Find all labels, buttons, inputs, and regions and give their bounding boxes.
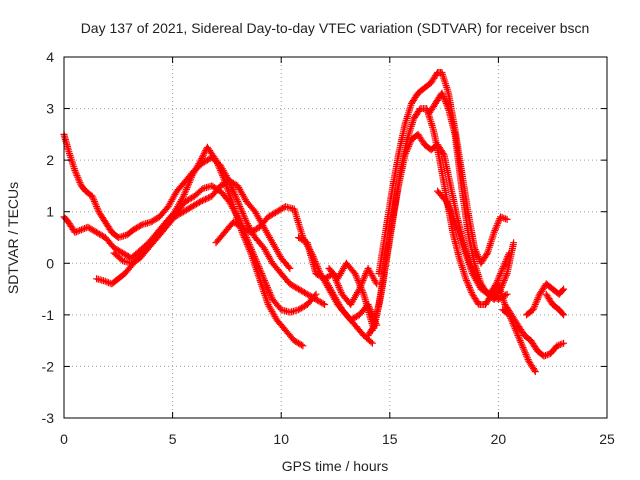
data-point-markers (60, 143, 307, 350)
data-point-markers (321, 275, 381, 329)
data-point-markers (110, 177, 294, 272)
data-point-markers (434, 187, 511, 303)
series-arc-16 (542, 290, 568, 319)
y-tick-label: 0 (46, 255, 54, 271)
data-point-markers (523, 280, 568, 319)
y-tick-label: 4 (46, 49, 54, 65)
x-tick-label: 0 (60, 431, 68, 447)
y-tick-label: 3 (46, 101, 54, 117)
series-arc-4 (110, 177, 294, 272)
y-tick-label: -2 (42, 358, 55, 374)
series-arc-14 (499, 306, 539, 376)
chart-title: Day 137 of 2021, Sidereal Day-to-day VTE… (81, 20, 590, 36)
series-arc-15 (523, 280, 568, 319)
grid (64, 57, 607, 418)
data-point-markers (542, 290, 568, 319)
x-tick-label: 5 (169, 431, 177, 447)
tick-labels: 0 5 10 15 20 25 -3 -2 -1 0 1 2 3 4 (42, 49, 615, 447)
x-tick-label: 25 (599, 431, 615, 447)
axis-ticks (63, 56, 608, 419)
y-axis-label: SDTVAR / TECUs (5, 182, 21, 294)
data-point-markers (93, 182, 320, 316)
x-tick-label: 10 (273, 431, 289, 447)
series-arc-5 (212, 203, 376, 347)
series-arc-13 (434, 187, 511, 303)
data-point-markers (499, 306, 539, 376)
y-tick-label: -1 (42, 307, 55, 323)
series-arc-2 (60, 143, 307, 350)
y-tick-label: 2 (46, 152, 54, 168)
x-tick-label: 15 (382, 431, 398, 447)
data-points (60, 69, 568, 376)
x-tick-label: 20 (491, 431, 507, 447)
series-arc-3 (93, 182, 320, 316)
plot-frame (63, 56, 608, 419)
data-point-markers (212, 203, 376, 347)
series-arc-8 (321, 275, 381, 329)
y-tick-label: 1 (46, 204, 54, 220)
x-axis-label: GPS time / hours (282, 458, 389, 474)
y-tick-label: -3 (42, 410, 55, 426)
